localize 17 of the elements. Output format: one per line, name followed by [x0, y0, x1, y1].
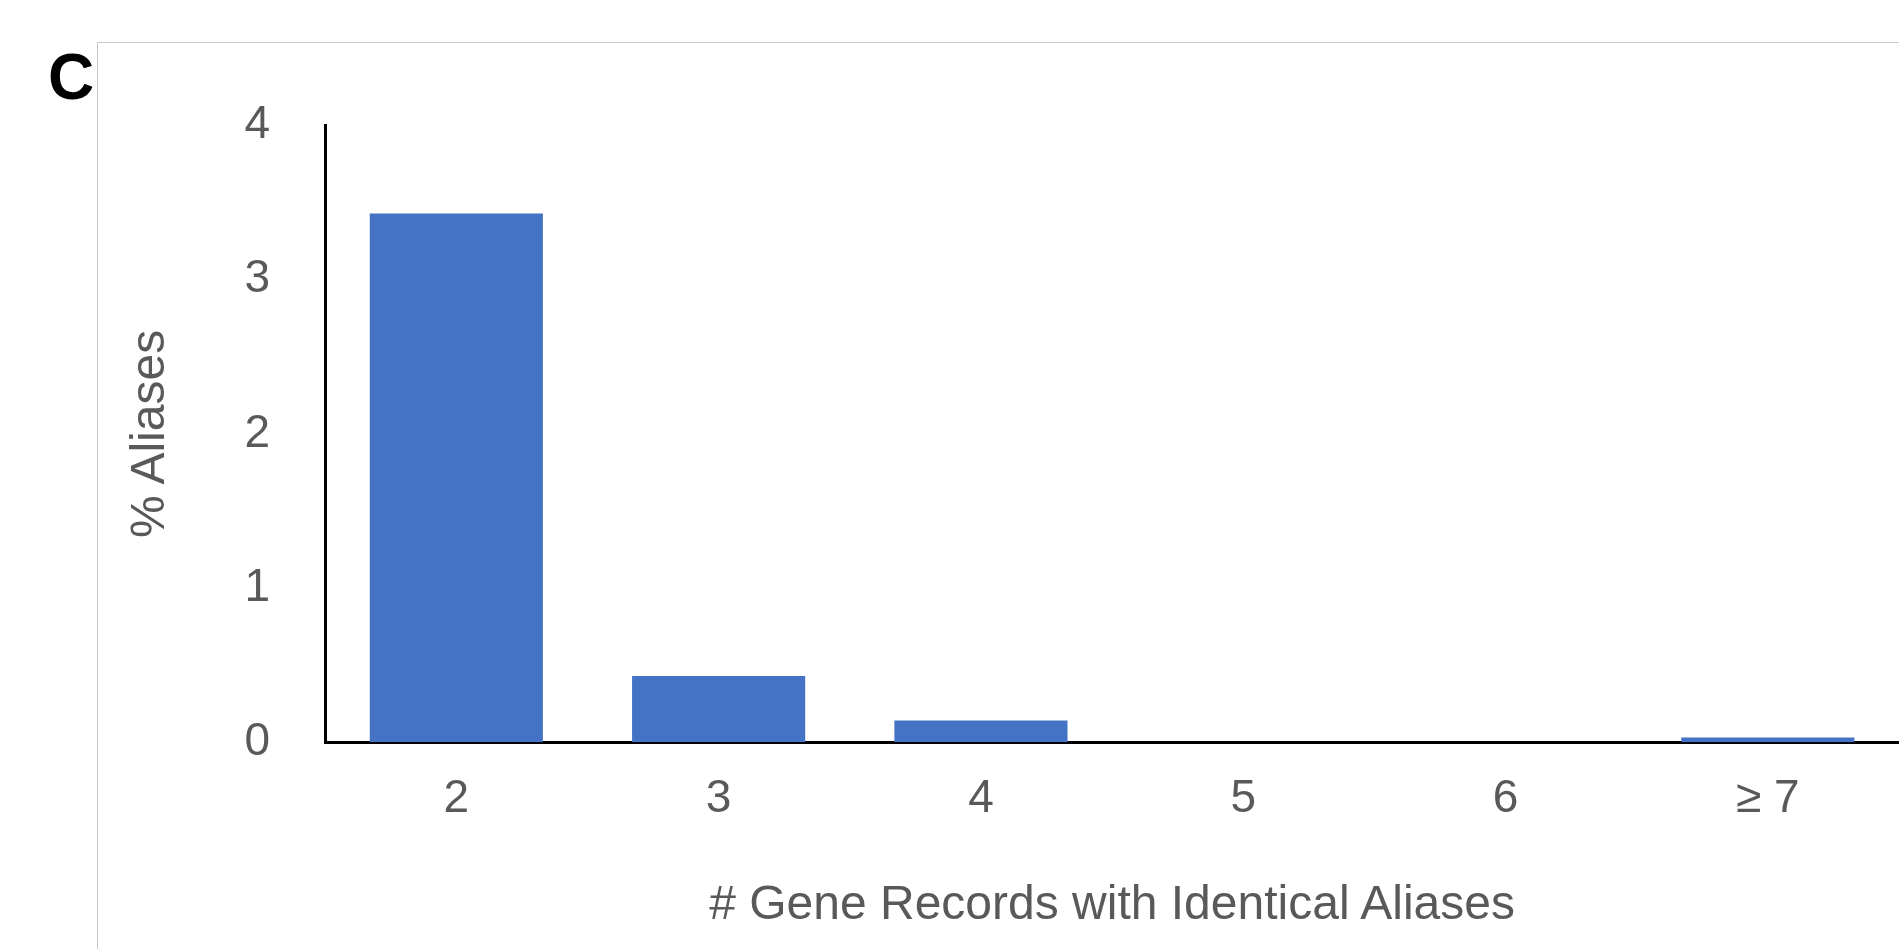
bar	[632, 675, 806, 743]
x-tick-label: 5	[1230, 770, 1257, 823]
y-tick-label: 3	[244, 250, 271, 303]
x-tick-label: ≥ 7	[1736, 770, 1800, 823]
y-axis-title: % Aliases	[121, 329, 175, 538]
x-tick-label: 6	[1492, 770, 1519, 823]
bar	[369, 213, 543, 743]
text: C	[48, 40, 95, 114]
y-tick-label: 0	[244, 712, 271, 765]
y-tick-label: 1	[244, 558, 271, 611]
x-axis-title: # Gene Records with Identical Aliases	[709, 876, 1515, 930]
y-tick-label: 4	[244, 96, 271, 149]
x-tick-label: 4	[968, 770, 994, 823]
x-tick-label: 3	[705, 770, 732, 823]
x-tick-label: 2	[443, 770, 470, 823]
bar	[894, 720, 1068, 743]
y-tick-label: 2	[244, 404, 271, 457]
